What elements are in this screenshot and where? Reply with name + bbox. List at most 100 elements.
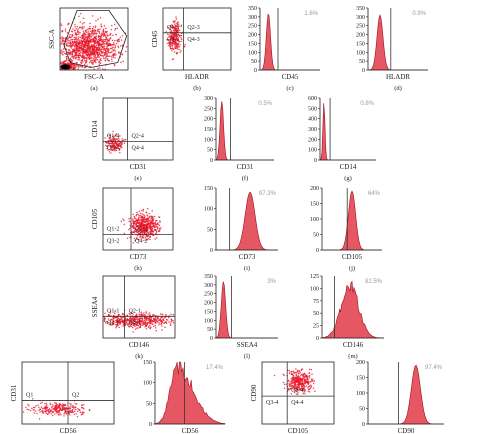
data-point: [302, 378, 304, 381]
y-tick-label: 50: [359, 407, 365, 413]
data-point: [68, 53, 70, 55]
data-point: [126, 318, 129, 320]
data-point: [309, 380, 312, 383]
data-point: [76, 415, 79, 418]
data-point: [140, 230, 143, 232]
data-point: [304, 388, 306, 390]
data-point: [83, 26, 85, 28]
data-point: [169, 39, 171, 41]
data-point: [72, 42, 75, 45]
data-point: [94, 26, 97, 29]
data-point: [305, 381, 308, 383]
data-point: [302, 382, 304, 384]
data-point: [296, 385, 298, 388]
data-point: [116, 318, 119, 321]
data-point: [155, 322, 157, 324]
data-point: [70, 405, 72, 407]
data-point: [138, 319, 141, 322]
data-point: [112, 34, 114, 37]
data-point: [78, 64, 80, 67]
data-point: [156, 225, 159, 228]
data-point: [310, 378, 313, 380]
data-point: [104, 53, 107, 55]
data-point: [148, 324, 151, 327]
data-point: [100, 59, 102, 62]
data-point: [77, 68, 79, 70]
data-point: [289, 381, 291, 383]
data-point: [60, 24, 63, 27]
data-point: [144, 322, 147, 325]
quadrant-label: Q2-4: [291, 388, 303, 394]
x-axis-label: HLADR: [185, 73, 209, 81]
data-point: [301, 373, 304, 376]
data-point: [43, 407, 46, 409]
histogram-area: [154, 361, 226, 425]
data-point: [176, 21, 179, 24]
data-point: [55, 403, 57, 405]
data-point: [46, 407, 48, 409]
data-point: [143, 216, 145, 219]
quadrant-label: Q2-2: [135, 227, 147, 233]
data-point: [84, 33, 87, 36]
data-point: [170, 30, 172, 33]
data-point: [69, 46, 72, 48]
y-tick-label: 0: [362, 68, 365, 74]
data-point: [111, 24, 113, 27]
data-point: [160, 227, 162, 229]
quadrant-label: Q4-4: [132, 145, 144, 151]
y-tick-label: 50: [207, 227, 213, 233]
data-point: [160, 323, 162, 325]
data-point: [27, 403, 29, 406]
data-point: [118, 38, 120, 40]
data-point: [98, 64, 101, 66]
data-point: [134, 318, 136, 321]
data-point: [135, 229, 137, 231]
data-point: [156, 220, 158, 222]
y-tick-label: 150: [204, 127, 213, 133]
data-point: [283, 387, 286, 389]
panel-m: 0 25 50 75 100 125 82.5% CD146 (m): [310, 274, 384, 360]
data-point: [142, 237, 145, 239]
data-point: [103, 43, 106, 45]
data-point: [100, 25, 103, 28]
data-point: [91, 40, 94, 43]
y-tick-label: 100: [308, 148, 317, 154]
data-point: [91, 48, 93, 50]
data-point: [135, 323, 137, 325]
data-point: [153, 319, 156, 322]
data-point: [158, 224, 161, 227]
data-point: [158, 323, 160, 326]
data-point: [312, 382, 315, 385]
data-point: [69, 41, 72, 43]
data-point: [39, 408, 41, 410]
data-point: [132, 231, 134, 233]
data-point: [150, 317, 153, 319]
data-point: [119, 36, 122, 38]
y-tick-label: 200: [310, 186, 319, 192]
data-point: [128, 220, 130, 223]
data-point: [87, 51, 89, 53]
data-point: [117, 51, 120, 53]
data-point: [308, 376, 311, 379]
data-point: [114, 27, 117, 30]
data-point: [175, 18, 178, 20]
data-point: [136, 318, 138, 321]
data-point: [136, 224, 139, 227]
x-axis-label: FSC-A: [84, 73, 104, 81]
data-point: [94, 60, 96, 62]
scatter-points: [104, 130, 127, 154]
histogram-area: [215, 101, 274, 161]
data-point: [289, 371, 291, 373]
y-tick-label: 125: [310, 274, 319, 280]
panel-q: 0 50 100 150 200 97.4% CD90: [356, 360, 444, 434]
data-point: [142, 216, 144, 219]
data-point: [75, 56, 77, 59]
data-point: [60, 51, 62, 53]
data-point: [84, 60, 86, 62]
data-point: [149, 238, 151, 241]
data-point: [145, 328, 148, 330]
data-point: [154, 317, 157, 319]
x-axis-label: CD45: [282, 73, 299, 81]
data-point: [288, 382, 290, 385]
data-point: [144, 220, 146, 223]
